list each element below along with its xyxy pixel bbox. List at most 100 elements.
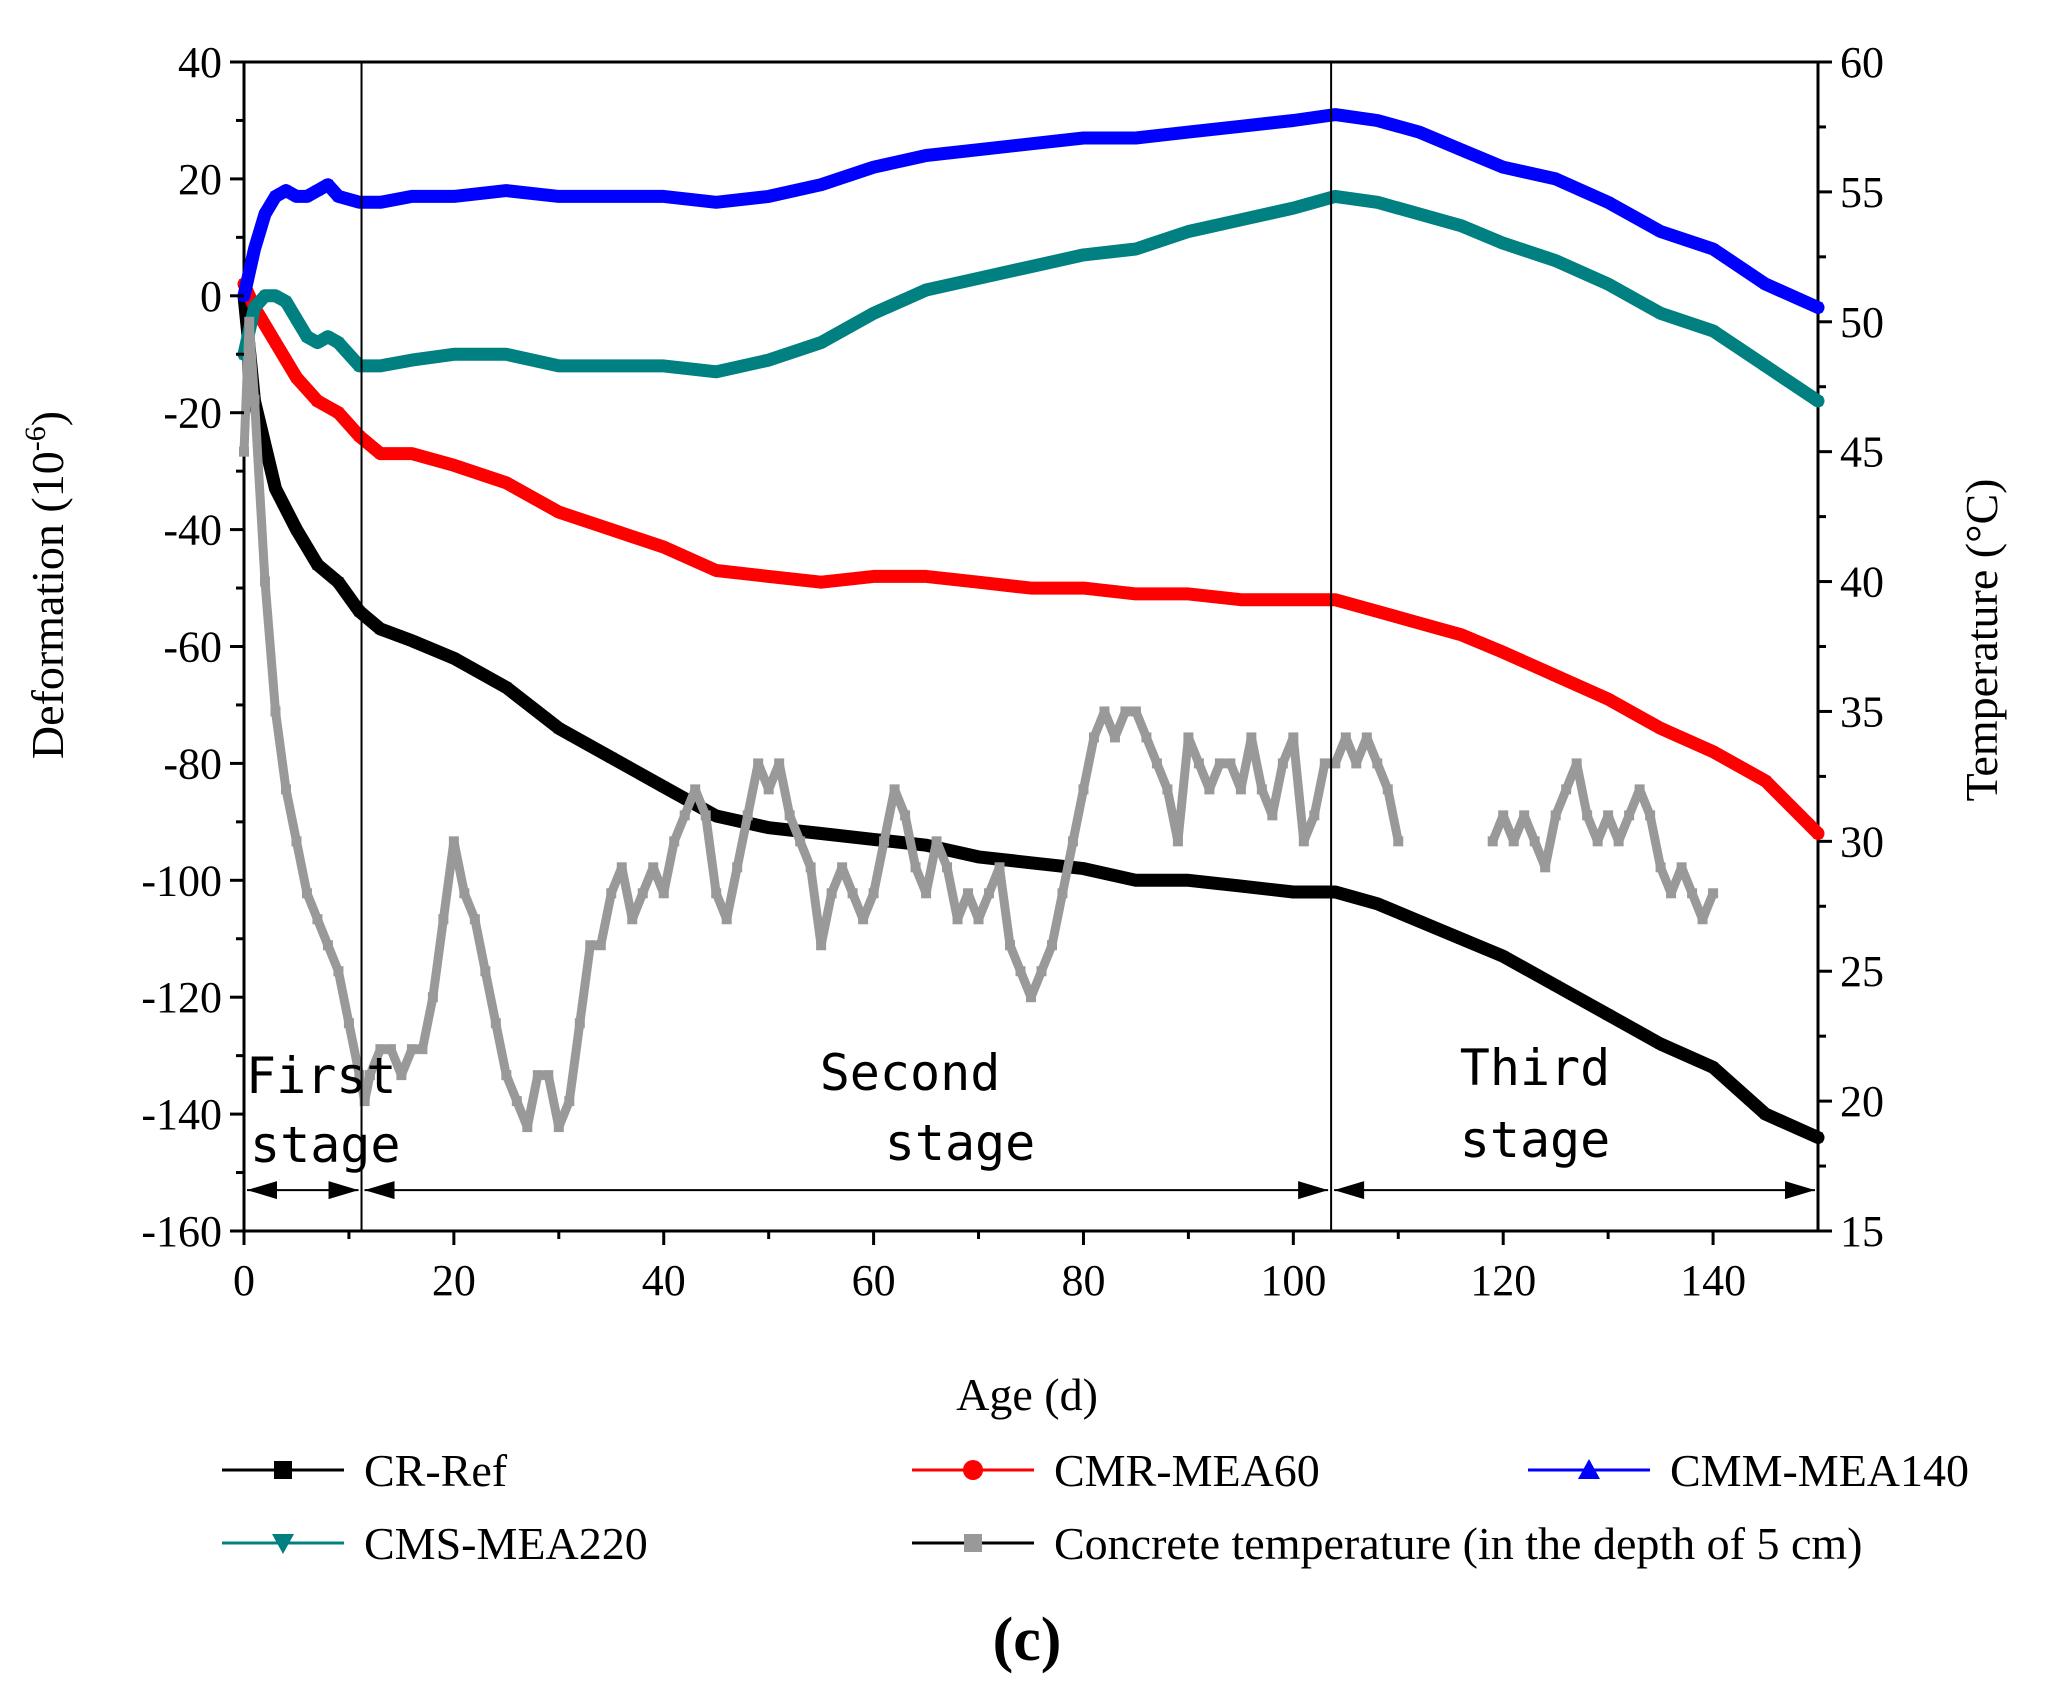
data-point [763,355,774,366]
data-point [763,571,774,582]
data-point [784,810,795,821]
series-cmr-mea60 [237,277,1825,840]
data-point [721,914,732,925]
data-point [1708,244,1719,255]
data-point [921,284,932,295]
data-point [333,191,344,202]
legend-item: CMM-MEA140 [1528,1445,1969,1496]
data-point [1760,1109,1771,1120]
data-point [301,331,312,342]
data-point [301,191,312,202]
series-line [237,189,1825,408]
stage-arrow-right [1298,1181,1329,1200]
data-point [1813,396,1823,407]
data-point [469,914,480,925]
data-point [501,349,512,360]
data-point [963,888,974,899]
data-point [1330,191,1341,202]
data-point [879,836,890,847]
data-point [501,1070,512,1081]
data-point [1624,810,1635,821]
data-point [359,1096,370,1107]
data-point [1319,758,1330,769]
series-layer [237,108,1825,1144]
stage-label-line1: First [246,1047,397,1105]
data-point [690,784,701,795]
data-point [795,836,806,847]
data-point [1330,594,1341,605]
data-point [1026,583,1036,594]
legend-item: CR-Ref [222,1445,508,1496]
data-point [522,1122,533,1133]
data-point [1288,203,1299,214]
data-point [868,571,879,582]
y-right-tick-label: 15 [1840,1207,1884,1256]
series-cr-ref [237,289,1825,1144]
y-left-tick-label: 20 [178,155,222,204]
y-right-tick-label: 35 [1840,687,1884,736]
data-point [1235,881,1246,892]
data-point [1592,836,1603,847]
data-point [1120,706,1131,717]
legend-label: CMS-MEA220 [364,1518,648,1569]
series-concrete-temperature-in-the-depth-of-5-cm [239,316,1719,1133]
data-point [921,840,932,851]
data-point [816,179,827,190]
data-point [553,191,564,202]
data-point [1550,810,1561,821]
data-point [1130,244,1141,255]
data-point [501,682,512,693]
legend-marker-square [274,1461,292,1479]
data-point [1078,863,1089,874]
data-point [291,524,302,535]
data-point [1046,940,1057,951]
data-point [448,653,459,664]
data-point [501,185,512,196]
stage-arrow-right [328,1181,359,1200]
data-point [1571,758,1582,769]
y-left-tick-label: 40 [178,38,222,87]
data-point [574,1018,585,1029]
data-point [1235,121,1246,132]
data-point [606,524,617,535]
stage-annotations: First stage Second stage Third stage [246,62,1815,1231]
data-point [1183,875,1194,886]
data-point [553,360,564,371]
data-point [1026,261,1036,272]
data-point [375,1044,386,1055]
data-point [1204,784,1215,795]
data-point [354,197,365,208]
data-point [322,940,333,951]
data-point [354,606,365,617]
data-point [1561,784,1572,795]
data-point [1162,784,1173,795]
stage-arrow-right [1785,1181,1815,1200]
data-point [1655,226,1666,237]
data-point [1193,758,1204,769]
data-point [837,862,848,873]
data-point [1603,279,1614,290]
y-axis-right-title-text: Temperature (°C) [1956,479,2007,802]
data-point [868,834,879,845]
data-point [1151,758,1162,769]
data-point [385,1044,396,1055]
data-point [1760,775,1771,786]
y-right-tick-label: 40 [1840,558,1884,607]
legend-marker-triangle-up [1578,1459,1600,1479]
data-point [333,337,344,348]
data-point [259,290,270,301]
data-point [1235,594,1246,605]
y-left-tick-label: -40 [163,506,222,555]
data-point [239,446,249,457]
data-point [417,1044,428,1055]
stage-arrow-left [247,1181,277,1200]
data-point [711,366,722,377]
data-point [1361,732,1372,743]
data-point [333,407,344,418]
data-point [1634,784,1645,795]
data-point [1235,214,1246,225]
data-point [1298,836,1309,847]
data-point [1288,115,1299,126]
data-point [312,185,323,196]
data-point [847,888,858,899]
